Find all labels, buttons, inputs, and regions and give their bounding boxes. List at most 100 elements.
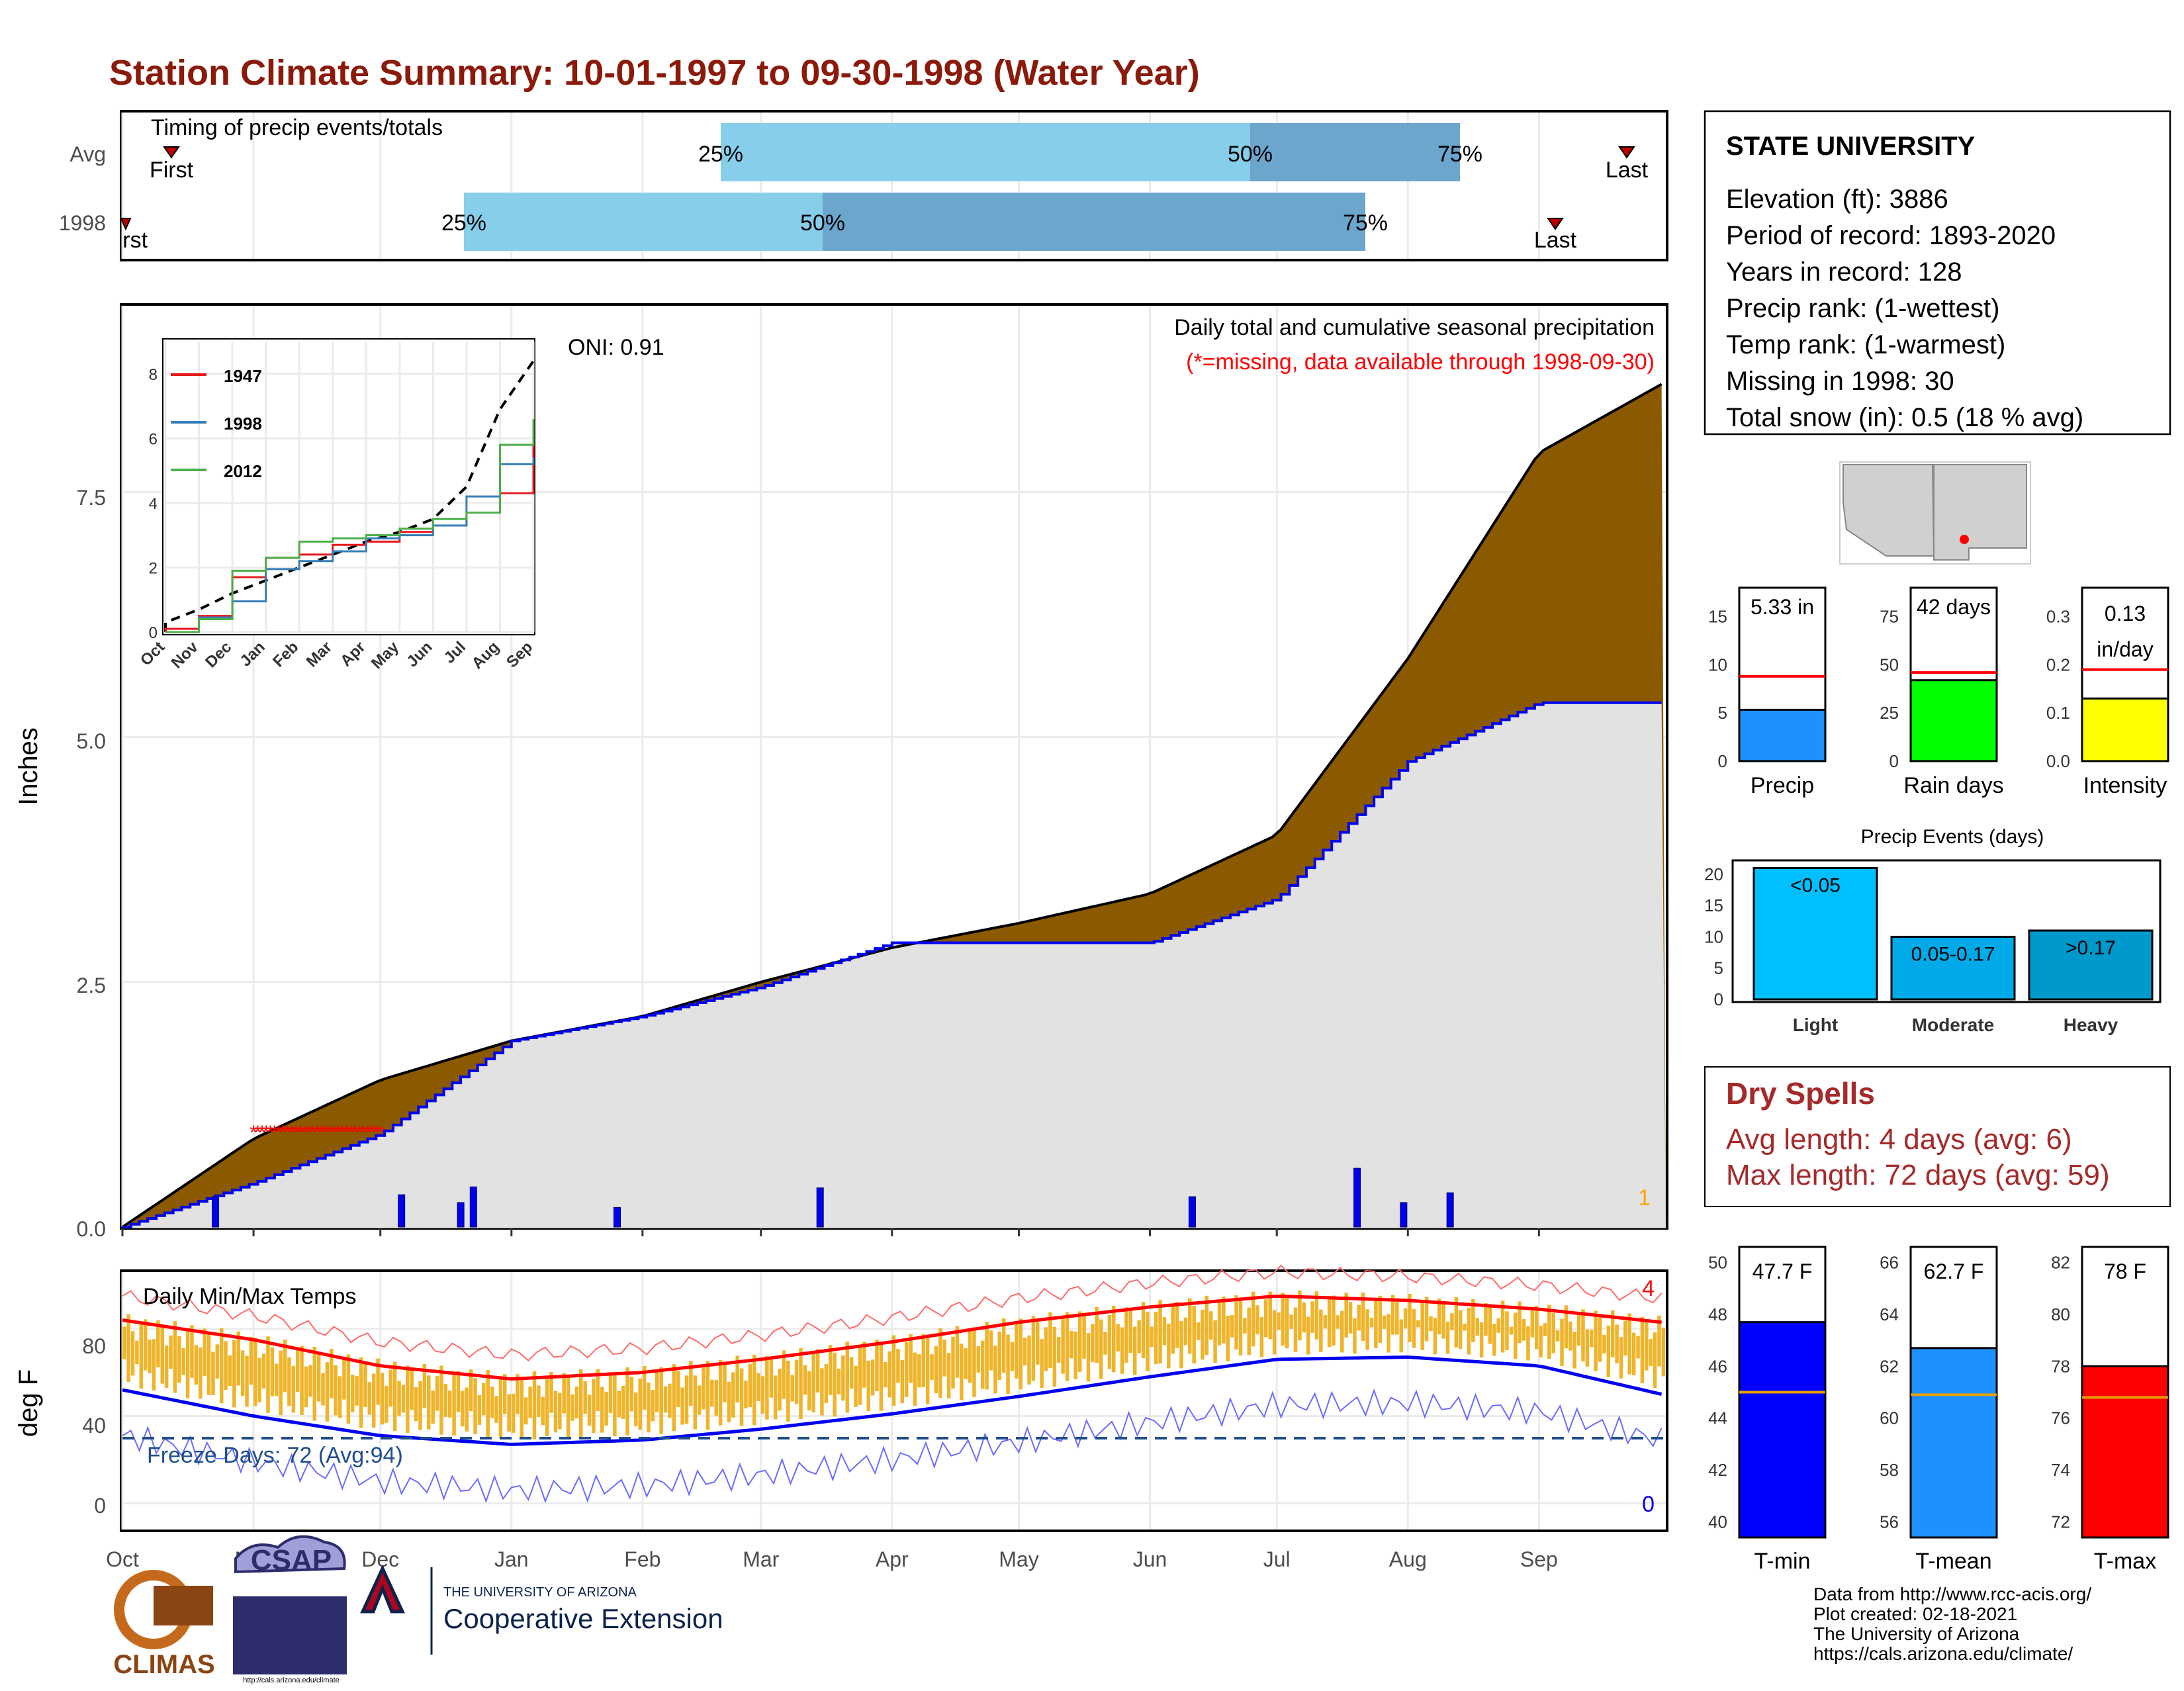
station-name: STATE UNIVERSITY: [1726, 132, 1976, 161]
mini-value-2-b: in/day: [2097, 637, 2153, 661]
temp-day-bar: [841, 1355, 845, 1401]
temp-day-bar: [1277, 1312, 1281, 1330]
temp-day-bar: [532, 1371, 537, 1440]
temp-day-bar: [236, 1331, 241, 1386]
events-bar-text-0: <0.05: [1790, 874, 1841, 896]
temp-day-bar: [778, 1368, 782, 1411]
missing-marker-16: *: [317, 1122, 325, 1144]
temp-day-bar: [693, 1375, 698, 1430]
temp-day-bar: [651, 1389, 655, 1422]
mini-bar-1: [1909, 679, 1998, 762]
temp-day-bar: [1509, 1326, 1514, 1335]
missing-marker-17: *: [322, 1122, 330, 1144]
temp-day-bar: [562, 1373, 566, 1414]
temp-day-bar: [194, 1345, 199, 1385]
temp-day-bar: [710, 1379, 714, 1407]
missing-marker-21: *: [338, 1122, 346, 1144]
year-first-label: First: [104, 228, 148, 253]
oni-label: ONI: 0.91: [568, 335, 664, 360]
temp-day-bar: [938, 1328, 942, 1398]
missing-marker-8: *: [283, 1122, 291, 1144]
temp-day-bar: [684, 1375, 689, 1424]
temp-day-bar: [537, 1385, 541, 1417]
month-label-4: Feb: [624, 1547, 660, 1571]
temp-ytick-40: 40: [82, 1414, 106, 1438]
precip-panel-subtitle: (*=missing, data available through 1998-…: [1186, 349, 1655, 375]
temp-day-bar: [600, 1387, 604, 1433]
temp-summary-ytick-2-1: 74: [2051, 1460, 2070, 1480]
temp-day-bar: [1412, 1308, 1416, 1348]
temp-day-bar: [955, 1326, 960, 1378]
temp-day-bar: [913, 1352, 917, 1406]
temp-day-bar: [245, 1355, 249, 1407]
temp-day-bar: [735, 1355, 739, 1403]
mini-value-2-a: 0.13: [2105, 602, 2146, 625]
temp-day-bar: [1500, 1301, 1505, 1353]
temperature-summary-bars: 40 42 44 46 48 50 47.7 F T-min 56 58 60 62 64 66 62.7 …: [1708, 1246, 2169, 1574]
temp-day-bar: [177, 1336, 181, 1383]
temp-day-bar: [566, 1375, 570, 1438]
temp-day-bar: [388, 1369, 393, 1407]
temp-day-bar: [1488, 1304, 1492, 1344]
temp-day-bar: [960, 1344, 964, 1400]
mini-ytick-1-0: 0: [1889, 751, 1899, 771]
temp-day-bar: [634, 1392, 638, 1427]
station-period: Period of record: 1893-2020: [1726, 221, 2056, 250]
temp-day-bar: [1281, 1293, 1285, 1346]
temp-day-bar: [1162, 1317, 1167, 1346]
temp-day-bar: [275, 1363, 279, 1396]
mini-ytick-1-1: 25: [1880, 703, 1899, 723]
temp-day-bar: [1222, 1297, 1226, 1344]
temp-day-bar: [731, 1372, 735, 1418]
temp-day-bar: [228, 1355, 232, 1387]
temp-day-bar: [993, 1346, 997, 1394]
missing-marker-22: *: [343, 1122, 351, 1144]
station-elevation: Elevation (ft): 3886: [1726, 185, 1948, 214]
temp-day-bar: [642, 1366, 647, 1410]
temp-day-bar: [169, 1335, 173, 1369]
temp-day-bar: [287, 1357, 291, 1406]
month-label-3: Jan: [494, 1547, 529, 1571]
temp-day-bar: [1653, 1332, 1657, 1389]
temp-day-bar: [1319, 1309, 1323, 1352]
temp-day-bar: [520, 1379, 524, 1438]
temp-day-bar: [427, 1375, 431, 1430]
csap-logo-text: CSAP: [251, 1544, 332, 1577]
temp-day-bar: [1019, 1318, 1023, 1390]
temp-day-bar: [1585, 1329, 1590, 1367]
inset-ytick-3: 6: [149, 430, 158, 448]
temp-day-bar: [1332, 1295, 1336, 1346]
temp-day-bar: [469, 1369, 473, 1412]
temp-day-bar: [769, 1357, 774, 1398]
temp-day-bar: [1201, 1309, 1205, 1360]
temp-day-bar: [431, 1391, 435, 1424]
temp-day-bar: [1289, 1314, 1293, 1329]
temp-day-bar: [1243, 1318, 1247, 1334]
temp-day-bar: [503, 1374, 507, 1414]
temp-day-bar: [126, 1314, 130, 1383]
inset-ytick-1: 2: [149, 559, 158, 577]
temp-day-bar: [549, 1372, 553, 1413]
temp-day-bar: [1107, 1315, 1112, 1369]
temp-day-bar: [1234, 1295, 1238, 1350]
precip-corner-count: 1: [1638, 1185, 1651, 1211]
temp-day-bar: [321, 1373, 325, 1406]
temp-day-bar: [1543, 1323, 1547, 1337]
temp-day-bar: [1112, 1306, 1116, 1373]
temp-day-bar: [447, 1390, 452, 1418]
temp-day-bar: [240, 1350, 245, 1396]
csap-logo: CSAP http://cals.arizona.edu/climate: [233, 1535, 347, 1684]
record-max-line: [122, 1264, 1662, 1362]
temp-day-bar: [1192, 1306, 1196, 1364]
new-mexico-shape: [1933, 464, 2027, 561]
dry-spells-title: Dry Spells: [1726, 1076, 1875, 1111]
temp-day-bar: [279, 1350, 283, 1416]
month-label-2: Dec: [361, 1547, 399, 1571]
temp-day-bar: [465, 1387, 469, 1432]
temp-summary-ytick-0-4: 48: [1708, 1304, 1727, 1324]
temp-summary-ytick-0-2: 44: [1708, 1408, 1727, 1428]
temp-day-bar: [363, 1363, 367, 1407]
temp-day-bar: [1479, 1322, 1484, 1358]
temp-day-bar: [1302, 1302, 1306, 1333]
temp-day-bar: [164, 1346, 169, 1388]
